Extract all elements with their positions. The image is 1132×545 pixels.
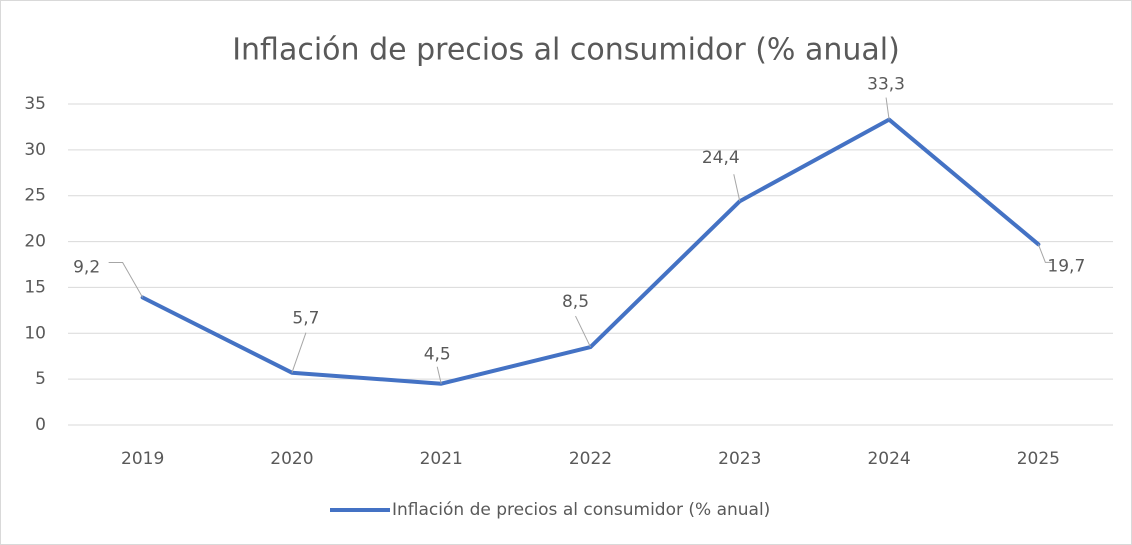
leader-line: [436, 366, 442, 384]
chart-title: Inflación de precios al consumidor (% an…: [232, 33, 900, 68]
x-tick-label: 2023: [718, 449, 761, 469]
data-label: 9,2: [73, 258, 100, 278]
data-label: 8,5: [562, 292, 589, 312]
y-tick-label: 35: [24, 94, 46, 114]
x-tick-label: 2025: [1017, 449, 1060, 469]
data-label: 5,7: [292, 309, 319, 329]
y-tick-label: 30: [24, 140, 46, 160]
leader-line: [1037, 244, 1053, 263]
leader-line: [733, 174, 741, 202]
y-tick-label: 25: [24, 186, 46, 206]
x-tick-label: 2020: [270, 449, 313, 469]
y-tick-label: 10: [24, 323, 46, 343]
data-label: 24,4: [702, 148, 740, 168]
y-tick-label: 0: [35, 415, 46, 435]
leader-line: [291, 332, 307, 373]
leader-line: [108, 262, 144, 298]
x-tick-label: 2022: [569, 449, 612, 469]
x-tick-label: 2024: [867, 449, 910, 469]
data-label: 4,5: [424, 345, 451, 365]
x-tick-label: 2021: [420, 449, 463, 469]
y-tick-label: 5: [35, 369, 46, 389]
data-label: 33,3: [867, 75, 905, 95]
leader-line: [575, 315, 591, 348]
x-tick-label: 2019: [121, 449, 164, 469]
y-tick-label: 20: [24, 232, 46, 252]
y-tick-label: 15: [24, 277, 46, 297]
leader-line: [885, 97, 890, 120]
data-label: 19,7: [1047, 256, 1085, 276]
legend-label: Inflación de precios al consumidor (% an…: [392, 500, 770, 520]
